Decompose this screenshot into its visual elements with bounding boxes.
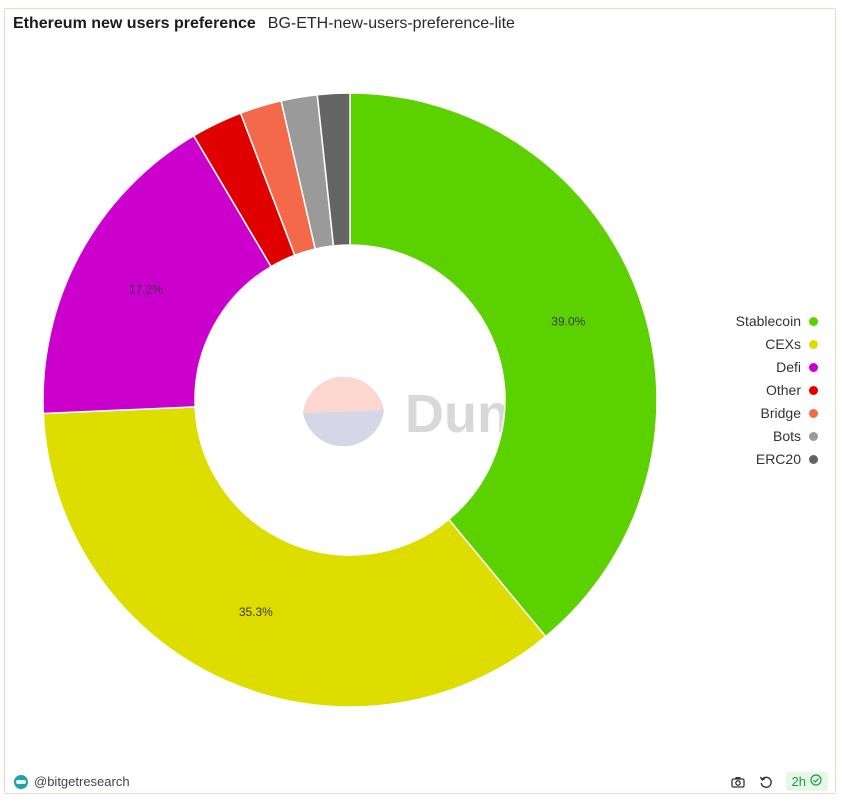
author-avatar [14,774,28,789]
legend-item-bots[interactable]: Bots [736,427,818,445]
legend-label: Defi [776,359,801,375]
legend-item-defi[interactable]: Defi [736,358,818,376]
legend-label: Bots [772,428,801,444]
footer-author[interactable]: @bitgetresearch [14,774,130,789]
query-name[interactable]: BG-ETH-new-users-preference-lite [267,15,515,32]
legend-swatch [809,431,818,441]
legend-swatch [809,316,818,326]
legend-swatch [809,362,818,372]
slice-label-defi: 17.2% [129,283,163,297]
legend-swatch [809,339,818,349]
slice-erc20[interactable] [316,92,351,247]
legend-label: ERC20 [755,451,801,467]
legend-label: CEXs [765,336,801,352]
legend-item-bridge[interactable]: Bridge [736,404,818,422]
author-name[interactable]: @bitgetresearch [34,774,130,789]
camera-icon[interactable] [730,774,746,790]
chart-legend: Stablecoin CEXs Defi Other Bridge Bots ERC20 [736,312,818,468]
legend-swatch [809,385,818,395]
slice-stablecoin[interactable] [349,92,658,638]
refresh-age-badge[interactable]: 2h [785,772,828,791]
legend-label: Bridge [760,405,801,421]
check-circle-icon [810,774,822,789]
legend-item-stablecoin[interactable]: Stablecoin [736,312,818,330]
refresh-icon[interactable] [758,774,774,790]
legend-item-cexs[interactable]: CEXs [736,335,818,353]
legend-swatch [809,408,818,418]
chart-title: Ethereum new users preference [13,15,256,32]
slice-label-cexs: 35.3% [239,605,273,619]
legend-swatch [809,454,818,464]
refresh-age: 2h [791,774,806,789]
slice-defi[interactable] [42,134,273,415]
chart-header: Ethereum new users preference BG-ETH-new… [13,13,515,35]
legend-item-other[interactable]: Other [736,381,818,399]
footer-controls: 2h [730,772,828,791]
slice-label-stablecoin: 39.0% [551,314,585,328]
slice-cexs[interactable] [42,406,547,708]
legend-item-erc20[interactable]: ERC20 [736,450,818,468]
legend-label: Other [765,382,801,398]
legend-label: Stablecoin [735,313,801,329]
